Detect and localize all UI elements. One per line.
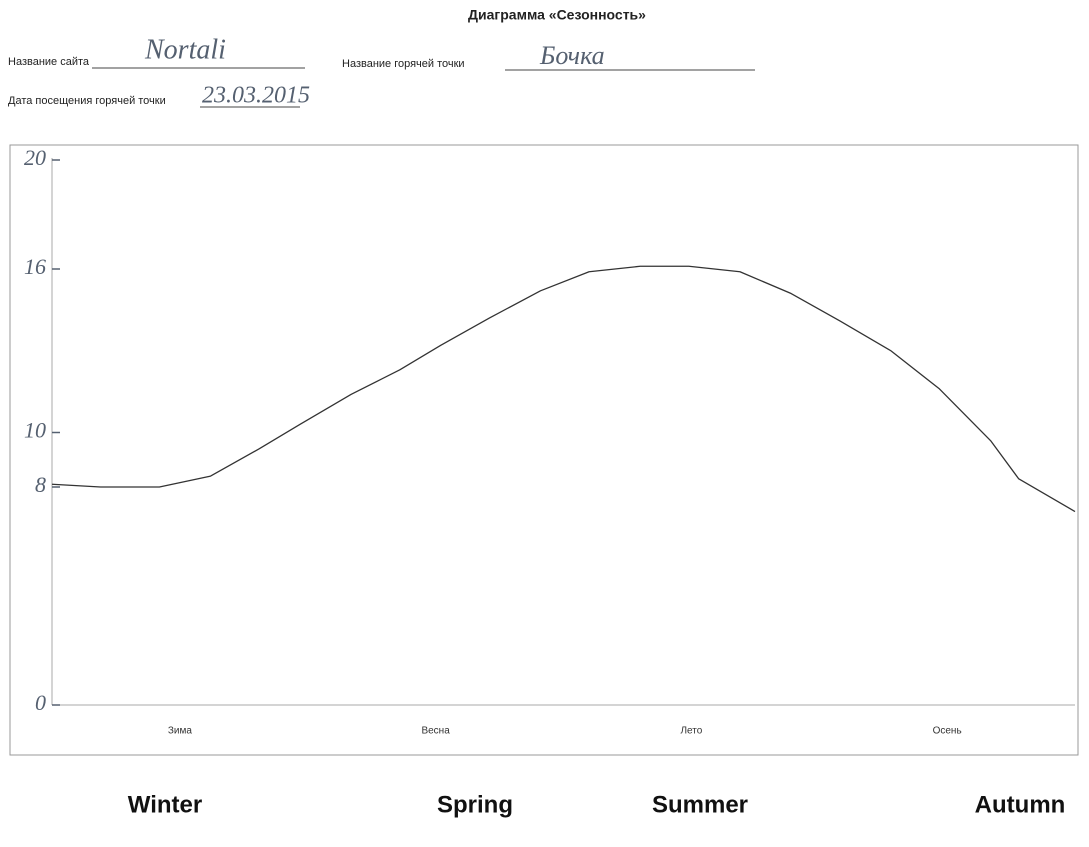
- date-label: Дата посещения горячей точки: [8, 95, 166, 107]
- season-label-en: Winter: [128, 791, 202, 818]
- y-tick-label: 10: [24, 418, 46, 443]
- y-tick-label: 20: [24, 145, 46, 170]
- season-label-en: Spring: [437, 791, 513, 818]
- x-tick-label: Лето: [680, 726, 702, 737]
- y-tick-label: 0: [35, 690, 46, 715]
- y-tick-label: 8: [35, 472, 46, 497]
- site-value: Nortali: [144, 34, 226, 65]
- point-value: Бочка: [539, 41, 605, 70]
- site-label: Название сайта: [8, 56, 90, 68]
- season-label-en: Autumn: [975, 791, 1066, 818]
- date-value: 23.03.2015: [202, 83, 310, 109]
- chart-title: Диаграмма «Сезонность»: [468, 7, 646, 23]
- x-tick-label: Осень: [933, 726, 962, 737]
- y-tick-label: 16: [24, 254, 46, 279]
- x-tick-label: Весна: [421, 726, 450, 737]
- season-line: [51, 265, 1076, 513]
- point-label: Название горячей точки: [342, 58, 465, 70]
- x-tick-label: Зима: [168, 726, 193, 737]
- season-label-en: Summer: [652, 791, 748, 818]
- chart-frame: [9, 144, 1079, 756]
